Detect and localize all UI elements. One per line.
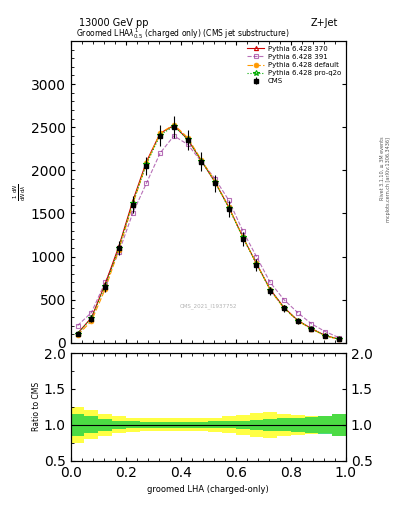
Pythia 6.428 370 bbox=[281, 304, 286, 310]
Pythia 6.428 391 bbox=[103, 280, 108, 286]
Pythia 6.428 391 bbox=[158, 150, 163, 156]
Pythia 6.428 391 bbox=[281, 296, 286, 303]
Pythia 6.428 pro-q2o bbox=[89, 315, 94, 321]
Pythia 6.428 391 bbox=[130, 210, 135, 217]
Pythia 6.428 default bbox=[226, 204, 231, 210]
Pythia 6.428 391 bbox=[116, 249, 121, 255]
Pythia 6.428 370 bbox=[185, 136, 190, 142]
Pythia 6.428 pro-q2o bbox=[268, 287, 272, 293]
Pythia 6.428 default bbox=[158, 130, 163, 136]
Pythia 6.428 391 bbox=[144, 180, 149, 186]
Pythia 6.428 pro-q2o bbox=[116, 245, 121, 251]
Line: Pythia 6.428 391: Pythia 6.428 391 bbox=[75, 134, 341, 339]
Pythia 6.428 pro-q2o bbox=[171, 123, 176, 130]
Pythia 6.428 pro-q2o bbox=[185, 136, 190, 142]
Pythia 6.428 default bbox=[144, 160, 149, 166]
Pythia 6.428 pro-q2o bbox=[309, 326, 314, 332]
Pythia 6.428 pro-q2o bbox=[158, 132, 163, 138]
Pythia 6.428 370 bbox=[226, 204, 231, 210]
Pythia 6.428 391 bbox=[336, 334, 341, 340]
Pythia 6.428 391 bbox=[171, 133, 176, 139]
Pythia 6.428 default bbox=[171, 121, 176, 127]
Pythia 6.428 default bbox=[254, 261, 259, 267]
Pythia 6.428 391 bbox=[199, 159, 204, 165]
Pythia 6.428 default bbox=[199, 157, 204, 163]
Pythia 6.428 370 bbox=[323, 332, 328, 338]
Pythia 6.428 391 bbox=[89, 310, 94, 316]
Pythia 6.428 default bbox=[240, 233, 245, 240]
Pythia 6.428 370 bbox=[171, 122, 176, 129]
Pythia 6.428 default bbox=[185, 135, 190, 141]
Pythia 6.428 default bbox=[89, 318, 94, 324]
Pythia 6.428 pro-q2o bbox=[254, 261, 259, 267]
Pythia 6.428 pro-q2o bbox=[323, 332, 328, 338]
Pythia 6.428 pro-q2o bbox=[199, 158, 204, 164]
Pythia 6.428 391 bbox=[240, 228, 245, 234]
Y-axis label: Ratio to CMS: Ratio to CMS bbox=[32, 382, 41, 432]
Text: CMS_2021_I1937752: CMS_2021_I1937752 bbox=[180, 304, 237, 309]
Pythia 6.428 default bbox=[103, 286, 108, 292]
Pythia 6.428 370 bbox=[89, 315, 94, 321]
Pythia 6.428 pro-q2o bbox=[213, 179, 218, 185]
Line: Pythia 6.428 default: Pythia 6.428 default bbox=[75, 122, 342, 342]
Pythia 6.428 default bbox=[75, 332, 80, 338]
Pythia 6.428 pro-q2o bbox=[75, 331, 80, 337]
Pythia 6.428 370 bbox=[309, 326, 314, 332]
Pythia 6.428 pro-q2o bbox=[144, 161, 149, 167]
Pythia 6.428 391 bbox=[309, 321, 314, 327]
Pythia 6.428 391 bbox=[295, 310, 300, 316]
Pythia 6.428 391 bbox=[185, 141, 190, 147]
Pythia 6.428 391 bbox=[254, 253, 259, 260]
Pythia 6.428 370 bbox=[336, 336, 341, 342]
Pythia 6.428 391 bbox=[226, 198, 231, 204]
Pythia 6.428 370 bbox=[213, 179, 218, 185]
Pythia 6.428 370 bbox=[199, 158, 204, 164]
Pythia 6.428 pro-q2o bbox=[281, 305, 286, 311]
Pythia 6.428 default bbox=[130, 202, 135, 208]
Pythia 6.428 default bbox=[281, 305, 286, 311]
Y-axis label: $\frac{1}{\mathrm{d}N}\frac{\mathrm{d}N}{\mathrm{d}\lambda}$: $\frac{1}{\mathrm{d}N}\frac{\mathrm{d}N}… bbox=[12, 183, 28, 201]
X-axis label: groomed LHA (charged-only): groomed LHA (charged-only) bbox=[147, 485, 269, 494]
Pythia 6.428 default bbox=[213, 179, 218, 185]
Pythia 6.428 370 bbox=[254, 261, 259, 267]
Pythia 6.428 pro-q2o bbox=[226, 205, 231, 211]
Pythia 6.428 370 bbox=[158, 130, 163, 136]
Text: Rivet 3.1.10, ≥ 3M events
mcplots.cern.ch [arXiv:1306.3436]: Rivet 3.1.10, ≥ 3M events mcplots.cern.c… bbox=[380, 137, 391, 222]
Pythia 6.428 default bbox=[323, 333, 328, 339]
Text: Z+Jet: Z+Jet bbox=[310, 18, 338, 28]
Text: 13000 GeV pp: 13000 GeV pp bbox=[79, 18, 148, 28]
Pythia 6.428 default bbox=[268, 287, 272, 293]
Pythia 6.428 391 bbox=[213, 176, 218, 182]
Pythia 6.428 370 bbox=[240, 233, 245, 240]
Pythia 6.428 pro-q2o bbox=[103, 283, 108, 289]
Pythia 6.428 default bbox=[295, 318, 300, 324]
Legend: Pythia 6.428 370, Pythia 6.428 391, Pythia 6.428 default, Pythia 6.428 pro-q2o, : Pythia 6.428 370, Pythia 6.428 391, Pyth… bbox=[244, 43, 344, 87]
Pythia 6.428 pro-q2o bbox=[240, 234, 245, 240]
Line: Pythia 6.428 pro-q2o: Pythia 6.428 pro-q2o bbox=[75, 123, 342, 342]
Pythia 6.428 default bbox=[309, 326, 314, 332]
Pythia 6.428 370 bbox=[103, 281, 108, 287]
Pythia 6.428 370 bbox=[130, 198, 135, 204]
Text: Groomed LHA$\lambda^{1}_{0.5}$ (charged only) (CMS jet substructure): Groomed LHA$\lambda^{1}_{0.5}$ (charged … bbox=[76, 26, 290, 41]
Pythia 6.428 pro-q2o bbox=[130, 200, 135, 206]
Pythia 6.428 391 bbox=[75, 323, 80, 329]
Pythia 6.428 370 bbox=[75, 330, 80, 336]
Pythia 6.428 370 bbox=[268, 286, 272, 292]
Line: Pythia 6.428 370: Pythia 6.428 370 bbox=[75, 123, 341, 341]
Pythia 6.428 default bbox=[336, 336, 341, 343]
Pythia 6.428 391 bbox=[323, 329, 328, 335]
Pythia 6.428 370 bbox=[144, 159, 149, 165]
Pythia 6.428 pro-q2o bbox=[295, 317, 300, 324]
Pythia 6.428 370 bbox=[116, 243, 121, 249]
Pythia 6.428 default bbox=[116, 247, 121, 253]
Pythia 6.428 391 bbox=[268, 280, 272, 286]
Pythia 6.428 pro-q2o bbox=[336, 336, 341, 343]
Pythia 6.428 370 bbox=[295, 317, 300, 324]
